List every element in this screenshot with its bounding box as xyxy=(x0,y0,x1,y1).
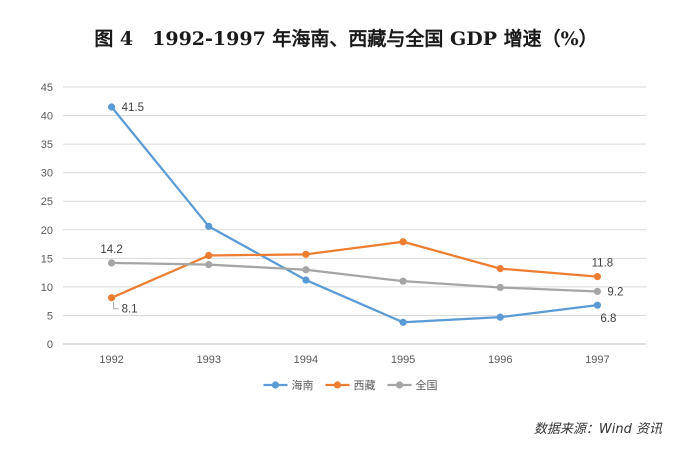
data-point xyxy=(205,261,213,269)
axes: 0 5 10 15 20 25 30 35 40 45 1992 1993 1994 1995 1996 19… xyxy=(41,82,646,366)
data-point xyxy=(496,265,504,273)
series-line xyxy=(110,261,599,293)
y-tick-label: 35 xyxy=(41,139,53,151)
x-tick-label: 1997 xyxy=(585,354,609,366)
chart-title: 图 4 1992-1997 年海南、西藏与全国 GDP 增速（%） xyxy=(94,27,597,50)
data-point xyxy=(496,313,504,321)
data-point xyxy=(302,250,310,258)
data-label: 8.1 xyxy=(122,304,138,316)
data-point xyxy=(205,251,213,260)
data-label: 14.2 xyxy=(100,244,122,256)
legend: 海南 西藏 全国 xyxy=(263,378,438,392)
series-line xyxy=(110,240,599,299)
data-point xyxy=(399,277,407,285)
series-lines xyxy=(107,103,602,326)
series-line xyxy=(110,105,599,324)
data-label: 9.2 xyxy=(607,286,623,298)
data-point xyxy=(399,318,407,326)
label-leader-line xyxy=(113,301,119,310)
data-label: 6.8 xyxy=(600,313,616,325)
gridlines xyxy=(63,86,646,316)
legend-swatch-marker xyxy=(271,381,280,389)
legend-label: 全国 xyxy=(416,378,438,392)
data-point xyxy=(399,238,407,246)
x-tick-label: 1996 xyxy=(488,354,512,366)
data-point xyxy=(593,273,602,281)
y-tick-label: 0 xyxy=(47,339,53,351)
source-note: 数据来源：Wind 资讯 xyxy=(534,422,663,437)
data-point xyxy=(205,222,213,230)
legend-swatch-marker xyxy=(395,381,404,389)
x-tick-label: 1993 xyxy=(197,354,221,366)
y-tick-label: 40 xyxy=(41,111,53,123)
data-point xyxy=(107,103,116,111)
y-tick-label: 30 xyxy=(41,168,53,180)
data-point xyxy=(593,287,602,296)
data-label: 11.8 xyxy=(592,258,614,270)
x-tick-label: 1995 xyxy=(391,354,415,366)
y-tick-label: 10 xyxy=(41,282,53,294)
data-label: 41.5 xyxy=(122,102,144,114)
data-labels: 41.5 6.8 8.1 11.8 14.2 9.2 xyxy=(100,102,623,325)
data-point xyxy=(496,283,504,292)
legend-label: 西藏 xyxy=(354,379,376,392)
y-tick-label: 20 xyxy=(41,225,53,237)
x-tick-label: 1992 xyxy=(99,354,123,366)
y-tick-label: 15 xyxy=(41,253,53,265)
y-tick-label: 25 xyxy=(41,196,53,208)
data-point xyxy=(302,266,310,274)
y-tick-label: 45 xyxy=(41,82,53,94)
legend-swatch-marker xyxy=(333,381,342,389)
data-point xyxy=(107,294,116,302)
y-tick-label: 5 xyxy=(47,310,53,322)
data-point xyxy=(302,276,310,284)
x-tick-label: 1994 xyxy=(294,354,318,366)
legend-label: 海南 xyxy=(292,378,314,392)
data-point xyxy=(593,301,602,309)
data-point xyxy=(107,259,116,267)
